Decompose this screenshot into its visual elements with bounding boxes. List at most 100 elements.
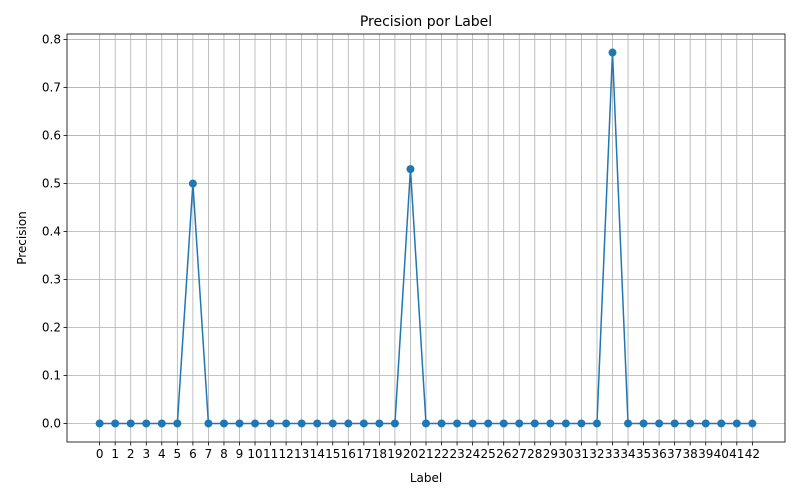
x-tick-label: 33 — [605, 447, 620, 461]
data-point — [111, 419, 120, 428]
x-tick-label: 10 — [247, 447, 262, 461]
data-point — [608, 48, 617, 57]
x-tick-label: 35 — [636, 447, 651, 461]
x-tick-label: 23 — [449, 447, 464, 461]
data-point — [453, 419, 462, 428]
data-point — [219, 419, 228, 428]
x-axis-label: Label — [410, 471, 442, 485]
data-point — [422, 419, 430, 428]
data-point — [686, 419, 695, 428]
data-point — [95, 419, 104, 428]
x-tick-label: 3 — [142, 447, 150, 461]
x-tick-label: 9 — [236, 447, 244, 461]
chart-title: Precision por Label — [360, 14, 492, 30]
data-point — [499, 419, 508, 428]
x-tick-label: 20 — [403, 447, 418, 461]
data-point — [142, 419, 151, 428]
y-tick-label: 0.3 — [42, 273, 61, 287]
x-tick-label: 38 — [683, 447, 698, 461]
data-point — [484, 419, 493, 428]
x-tick-label: 31 — [574, 447, 589, 461]
data-point — [748, 419, 757, 428]
y-tick-label: 0.8 — [42, 33, 61, 47]
data-point — [297, 419, 306, 428]
data-point — [313, 419, 322, 428]
y-axis-label: Precision — [15, 211, 29, 265]
y-tick-label: 0.1 — [42, 368, 61, 382]
x-tick-label: 13 — [294, 447, 309, 461]
x-tick-label: 14 — [310, 447, 325, 461]
data-point — [624, 419, 633, 428]
data-point — [592, 419, 601, 428]
data-point — [577, 419, 586, 428]
data-point — [126, 419, 135, 428]
data-point — [251, 419, 260, 428]
x-tick-label: 32 — [589, 447, 604, 461]
x-tick-label: 28 — [527, 447, 542, 461]
y-tick-label: 0.6 — [42, 129, 61, 143]
x-tick-label: 27 — [512, 447, 527, 461]
data-point — [515, 419, 524, 428]
x-tick-label: 22 — [434, 447, 449, 461]
data-point — [266, 419, 275, 428]
x-tick-label: 25 — [481, 447, 496, 461]
data-point — [406, 165, 415, 174]
x-tick-label: 4 — [158, 447, 166, 461]
x-tick-label: 21 — [418, 447, 433, 461]
x-tick-label: 39 — [698, 447, 713, 461]
x-tick-label: 11 — [263, 447, 278, 461]
data-point — [328, 419, 337, 428]
data-point — [701, 419, 710, 428]
x-tick-label: 24 — [465, 447, 480, 461]
grid — [67, 34, 785, 442]
data-point — [530, 419, 539, 428]
y-tick-label: 0.5 — [42, 177, 61, 191]
data-point — [375, 419, 384, 428]
x-tick-label: 7 — [205, 447, 213, 461]
x-tick-label: 8 — [220, 447, 228, 461]
y-tick-label: 0.2 — [42, 320, 61, 334]
data-point — [204, 419, 213, 428]
x-tick-label: 0 — [96, 447, 104, 461]
y-tick-label: 0.7 — [42, 81, 61, 95]
x-tick-label: 36 — [651, 447, 666, 461]
x-tick-label: 26 — [496, 447, 511, 461]
data-point — [561, 419, 570, 428]
data-point — [188, 179, 197, 188]
x-tick-label: 12 — [278, 447, 293, 461]
data-point — [670, 419, 679, 428]
y-tick-label: 0.4 — [42, 225, 61, 239]
data-point — [157, 419, 166, 428]
data-point — [717, 419, 726, 428]
x-tick-label: 29 — [543, 447, 558, 461]
data-point — [468, 419, 477, 428]
data-point — [655, 419, 664, 428]
data-point — [359, 419, 368, 428]
data-point — [282, 419, 291, 428]
x-tick-label: 40 — [714, 447, 729, 461]
data-markers — [95, 48, 757, 428]
x-tick-label: 30 — [558, 447, 573, 461]
data-point — [344, 419, 353, 428]
x-tick-label: 17 — [356, 447, 371, 461]
x-tick-label: 2 — [127, 447, 135, 461]
x-tick-label: 18 — [372, 447, 387, 461]
data-point — [437, 419, 446, 428]
x-tick-label: 1 — [111, 447, 119, 461]
data-point — [390, 419, 399, 428]
data-point — [732, 419, 741, 428]
data-point — [173, 419, 182, 428]
x-tick-label: 34 — [620, 447, 635, 461]
x-tick-label: 41 — [729, 447, 744, 461]
x-tick-label: 5 — [174, 447, 182, 461]
x-axis-ticks: 0 1 2 3 4 5 6 7 8 9 10 11 12 13 14 15 16 17 18 19 20 21 22 23 24… — [96, 442, 760, 461]
y-axis-ticks: 0.0 0.1 0.2 0.3 0.4 0.5 0.6 0.7 0.8 — [42, 33, 67, 430]
x-tick-label: 16 — [341, 447, 356, 461]
data-point — [546, 419, 555, 428]
x-tick-label: 42 — [745, 447, 760, 461]
x-tick-label: 15 — [325, 447, 340, 461]
x-tick-label: 37 — [667, 447, 682, 461]
data-point — [235, 419, 244, 428]
x-tick-label: 19 — [387, 447, 402, 461]
